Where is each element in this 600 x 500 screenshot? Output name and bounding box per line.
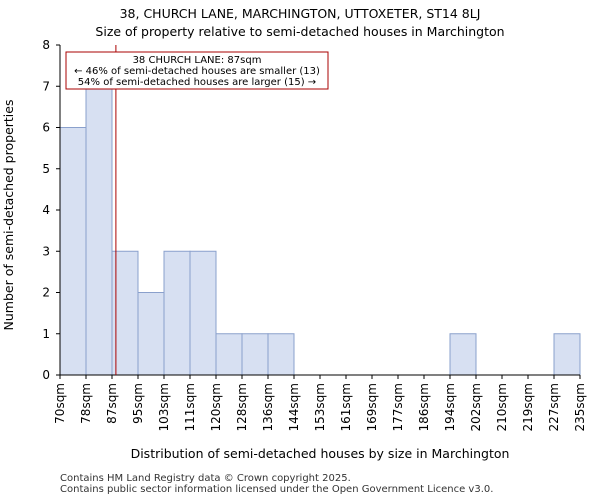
footer-line-2: Contains public sector information licen… [60,484,494,495]
y-axis-label: Number of semi-detached properties [1,100,16,331]
x-tick-label: 111sqm [183,383,197,431]
bar-136sqm [267,333,295,376]
x-tick-label: 87sqm [105,383,119,424]
y-tick-label: 8 [42,38,50,52]
annotation-box: 38 CHURCH LANE: 87sqm ← 46% of semi-deta… [65,51,329,90]
x-tick-label: 210sqm [495,383,509,431]
y-tick-label: 0 [42,368,50,382]
y-tick-label: 5 [42,162,50,176]
x-axis-label: Distribution of semi-detached houses by … [131,446,510,461]
x-tick-label: 227sqm [547,383,561,431]
x-tick-label: 186sqm [417,383,431,431]
x-tick-label: 153sqm [313,383,327,431]
y-axis-ticks: 0 1 2 3 4 5 6 7 8 [42,38,60,382]
x-tick-label: 95sqm [131,383,145,424]
x-tick-label: 177sqm [391,383,405,431]
chart-subtitle: Size of property relative to semi-detach… [95,24,504,39]
bar-128sqm [241,333,269,376]
y-tick-label: 4 [42,203,50,217]
x-tick-label: 144sqm [287,383,301,431]
annotation-line-1: 38 CHURCH LANE: 87sqm [133,55,262,66]
chart: 38, CHURCH LANE, MARCHINGTON, UTTOXETER,… [1,6,587,461]
chart-title: 38, CHURCH LANE, MARCHINGTON, UTTOXETER,… [120,6,481,21]
y-tick-label: 3 [42,244,50,258]
y-tick-label: 2 [42,286,50,300]
y-tick-label: 6 [42,121,50,135]
bar-227sqm [553,333,581,376]
bar-111sqm [189,250,217,376]
x-tick-label: 128sqm [235,383,249,431]
bar-78sqm [85,85,113,376]
annotation-line-2: ← 46% of semi-detached houses are smalle… [74,66,320,77]
annotation-frame [65,51,329,90]
x-tick-label: 169sqm [365,383,379,431]
x-tick-label: 219sqm [521,383,535,431]
footer-line-1: Contains HM Land Registry data © Crown c… [60,473,351,484]
y-tick-label: 1 [42,327,50,341]
x-tick-label: 202sqm [469,383,483,431]
x-tick-label: 70sqm [53,383,67,424]
x-tick-label: 78sqm [79,383,93,424]
x-tick-label: 194sqm [443,383,457,431]
x-tick-label: 103sqm [157,383,171,431]
bar-194sqm [449,333,477,376]
x-tick-label: 161sqm [339,383,353,431]
bar-120sqm [215,333,243,376]
bars [59,85,581,376]
x-axis-ticks: 70sqm 78sqm 87sqm 95sqm 103sqm 111sqm 120sqm 12… [53,375,587,431]
bar-70sqm [59,127,87,376]
x-tick-label: 235sqm [573,383,587,431]
y-tick-label: 7 [42,79,50,93]
x-tick-label: 120sqm [209,383,223,431]
annotation-line-3: 54% of semi-detached houses are larger (… [78,77,316,88]
bar-95sqm [137,292,165,376]
x-tick-label: 136sqm [261,383,275,431]
bar-103sqm [163,250,191,376]
